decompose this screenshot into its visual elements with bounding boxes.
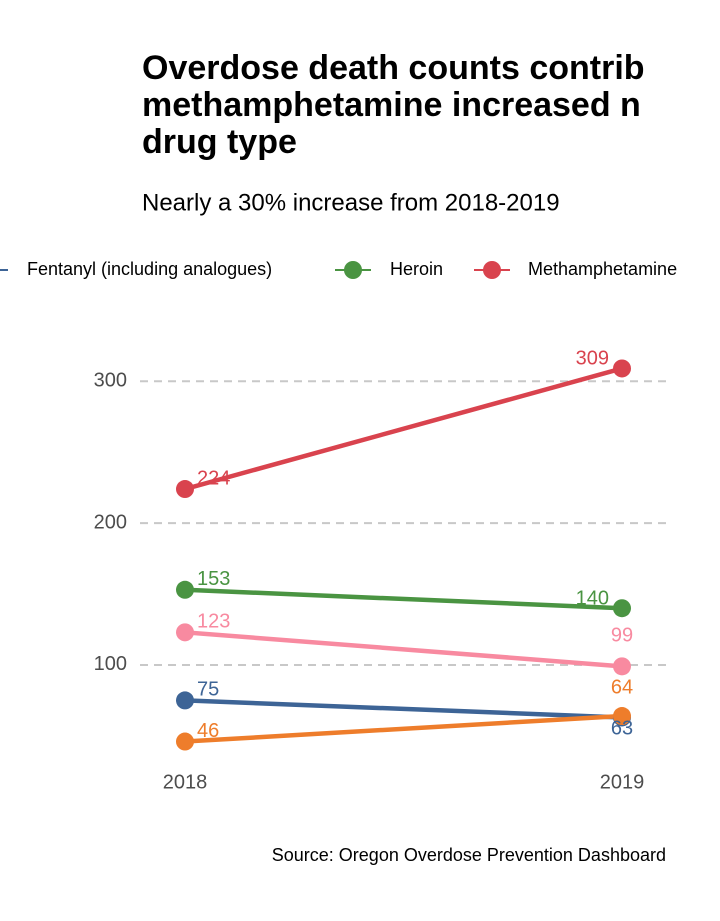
- legend-label: Fentanyl (including analogues): [27, 259, 272, 279]
- x-tick-label: 2019: [600, 771, 645, 793]
- point: [176, 580, 194, 599]
- y-tick-label: 200: [94, 511, 127, 533]
- chart-subtitle: Nearly a 30% increase from 2018-2019: [142, 189, 560, 216]
- value-label: 224: [197, 467, 230, 489]
- value-label: 46: [197, 720, 219, 742]
- caption: Source: Oregon Overdose Prevention Dashb…: [272, 845, 666, 865]
- legend-label: Heroin: [390, 259, 443, 279]
- value-label: 75: [197, 679, 219, 701]
- legend-marker: [483, 261, 501, 279]
- series-line: [184, 587, 623, 611]
- value-label: 123: [197, 611, 230, 633]
- value-label: 63: [611, 718, 633, 740]
- point: [176, 623, 194, 642]
- chart-title: drug type: [142, 123, 297, 161]
- point: [613, 707, 631, 726]
- point: [176, 732, 194, 751]
- series-line: [184, 713, 623, 744]
- value-label: 140: [576, 587, 609, 609]
- chart-title: Overdose death counts contrib: [142, 49, 645, 87]
- point: [613, 657, 631, 676]
- point: [613, 599, 631, 618]
- chart-title: methamphetamine increased n: [142, 86, 641, 124]
- series-line: [184, 630, 623, 669]
- series-line: [184, 366, 623, 492]
- y-tick-label: 300: [94, 369, 127, 391]
- point: [176, 691, 194, 710]
- legend-marker: [344, 261, 362, 279]
- y-tick-label: 100: [94, 653, 127, 675]
- value-label: 64: [611, 676, 633, 698]
- value-label: 99: [611, 625, 633, 647]
- x-tick-label: 2018: [163, 771, 208, 793]
- point: [176, 480, 194, 499]
- legend-label: Methamphetamine: [528, 259, 677, 279]
- point: [613, 359, 631, 378]
- value-label: 309: [576, 348, 609, 370]
- series-line: [184, 698, 623, 720]
- value-label: 153: [197, 568, 230, 590]
